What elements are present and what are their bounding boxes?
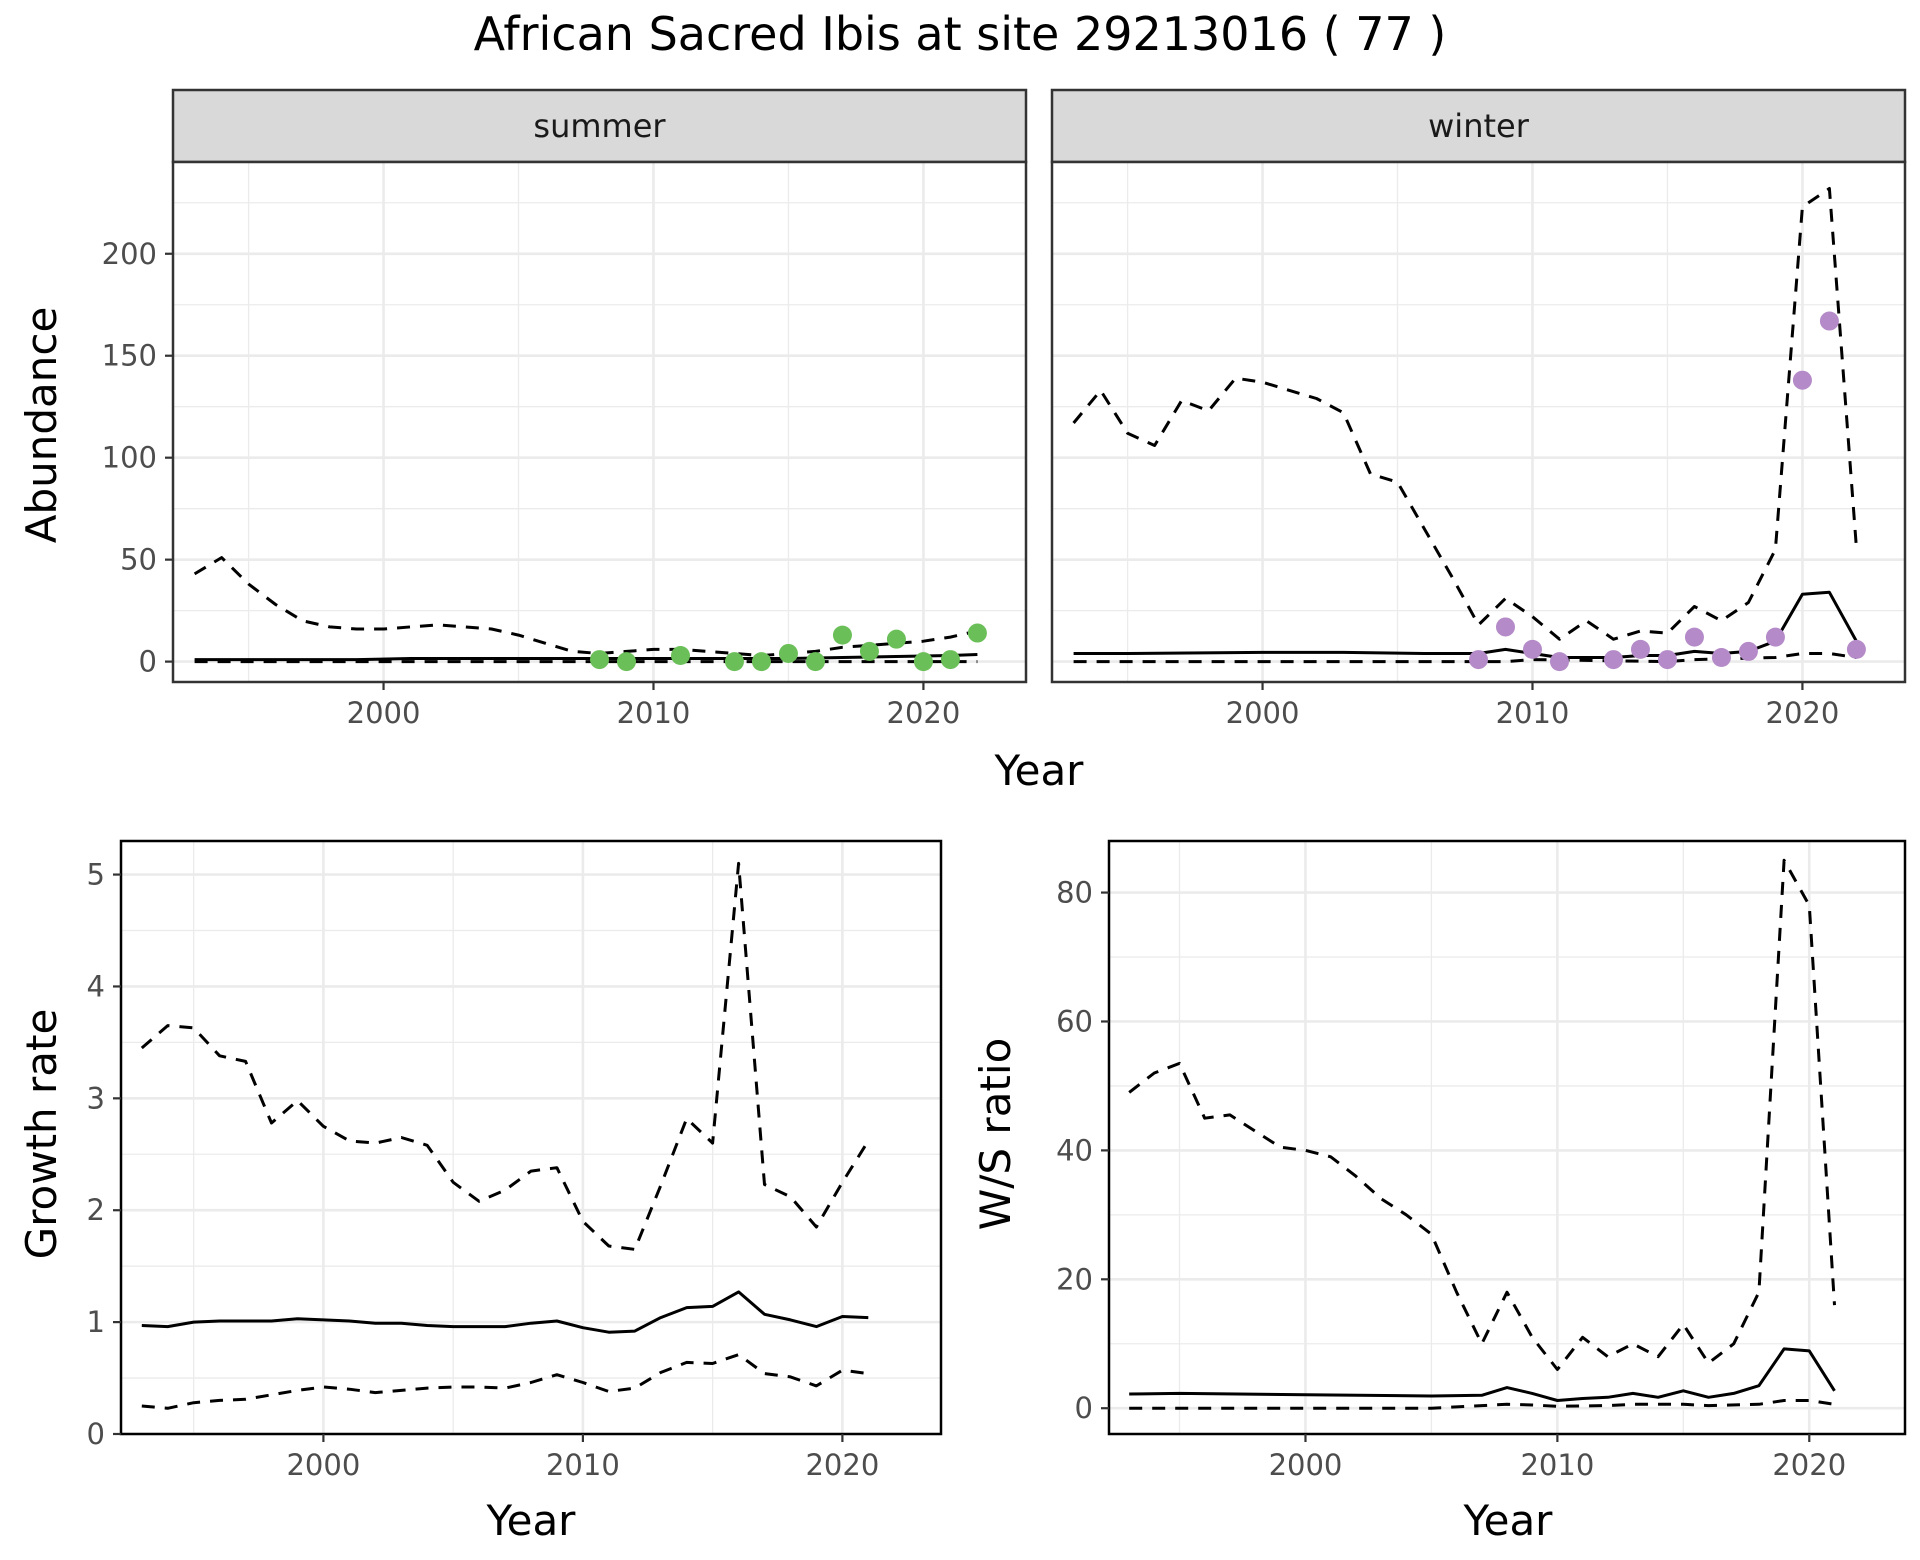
summer-data-point [590,650,609,670]
winter-x-tick-label: 2020 [1766,696,1840,730]
strip-summer: summer [171,88,1028,164]
growth-x-tick-label: 2020 [805,1448,879,1482]
winter-data-point [1549,652,1569,672]
summer-x-tick-label: 2000 [347,696,421,730]
ratio-series-estimate [1129,1347,1836,1402]
winter-plot-background [1052,162,1905,682]
summer-y-tick-label: 50 [120,543,157,577]
growth-y-axis-title: Growth rate [17,1009,66,1260]
growth-series-lower [141,1353,869,1410]
panel-growth-rate: 2000 2010 2020 0 1 2 3 4 5 [87,839,943,1482]
summer-y-tick-label: 200 [102,237,157,271]
summer-data-point [670,645,690,665]
winter-x-tick-label: 2010 [1496,696,1570,730]
strip-summer-label: summer [533,107,666,145]
winter-panel-border [1050,160,1907,684]
summer-y-tick-label: 150 [102,339,157,373]
ratio-x-tick-label: 2010 [1520,1448,1594,1482]
growth-y-tick-label: 2 [87,1193,105,1227]
growth-x-axis-title: Year [486,1496,577,1545]
growth-plot-background [121,841,941,1434]
growth-x-tick-label: 2010 [546,1448,620,1482]
winter-data-point [1630,639,1650,659]
summer-y-tick-label: 100 [102,441,157,475]
growth-series-upper [140,861,870,1251]
panel-winter-abundance: 2000 2010 2020 [1050,160,1907,730]
winter-data-point [1522,639,1542,659]
summer-series-upper [193,556,978,657]
ratio-y-tick-label: 60 [1056,1004,1093,1038]
growth-panel-border [119,839,943,1436]
ratio-y-tick-label: 80 [1056,876,1093,910]
summer-panel-border [171,160,1028,684]
winter-data-point [1603,650,1623,670]
summer-data-point [967,623,987,643]
summer-data-point [886,629,906,649]
winter-data-point [1684,627,1704,647]
winter-data-point [1792,370,1812,390]
winter-x-tick-label: 2000 [1226,696,1300,730]
summer-data-point [805,652,825,672]
summer-plot-background [173,162,1026,682]
growth-y-tick-label: 4 [87,969,105,1003]
winter-data-point [1495,617,1515,637]
winter-series-lower [1073,652,1857,664]
ratio-x-tick-label: 2000 [1269,1448,1343,1482]
summer-y-tick-label: 0 [139,645,157,679]
winter-data-point [1846,639,1866,659]
ratio-plot-background [1109,841,1905,1434]
summer-data-point [913,652,933,672]
ratio-series-upper [1128,858,1836,1371]
strip-winter-label: winter [1428,107,1530,145]
summer-data-point [940,650,960,670]
growth-series-estimate [141,1290,869,1334]
ratio-x-axis-title: Year [1463,1496,1554,1545]
ratio-x-tick-label: 2020 [1772,1448,1846,1482]
summer-data-point [778,643,798,663]
ratio-panel-border [1107,839,1907,1436]
top-y-axis-title: Abundance [17,307,66,544]
winter-data-point [1469,650,1488,670]
summer-data-point [724,652,744,672]
winter-data-point [1657,650,1677,670]
winter-series-estimate [1073,590,1858,659]
growth-x-tick-label: 2000 [286,1448,360,1482]
winter-data-point [1765,627,1785,647]
winter-data-point [1711,648,1731,668]
summer-x-tick-label: 2020 [887,696,961,730]
winter-data-point [1738,641,1758,661]
growth-y-tick-label: 5 [87,858,105,892]
strip-winter: winter [1050,88,1907,164]
summer-data-point [832,625,852,645]
summer-x-tick-label: 2010 [617,696,691,730]
growth-y-tick-label: 0 [87,1417,105,1451]
growth-y-tick-label: 3 [87,1081,105,1115]
ratio-y-tick-label: 40 [1056,1133,1093,1167]
top-x-axis-title: Year [994,746,1085,795]
ratio-y-axis-title: W/S ratio [971,1038,1020,1231]
ratio-y-tick-label: 0 [1075,1391,1093,1425]
panel-summer-abundance: 2000 2010 2020 0 50 100 150 200 [102,160,1028,730]
growth-y-tick-label: 1 [87,1305,105,1339]
panel-ws-ratio: 2000 2010 2020 0 20 40 60 80 [1056,839,1907,1482]
ratio-series-lower [1129,1399,1835,1410]
summer-data-point [616,652,636,672]
summer-data-point [859,641,879,661]
summer-data-point [751,652,771,672]
winter-data-point [1819,311,1839,331]
ratio-y-tick-label: 20 [1056,1262,1093,1296]
figure-title: African Sacred Ibis at site 29213016 ( 7… [474,7,1447,61]
